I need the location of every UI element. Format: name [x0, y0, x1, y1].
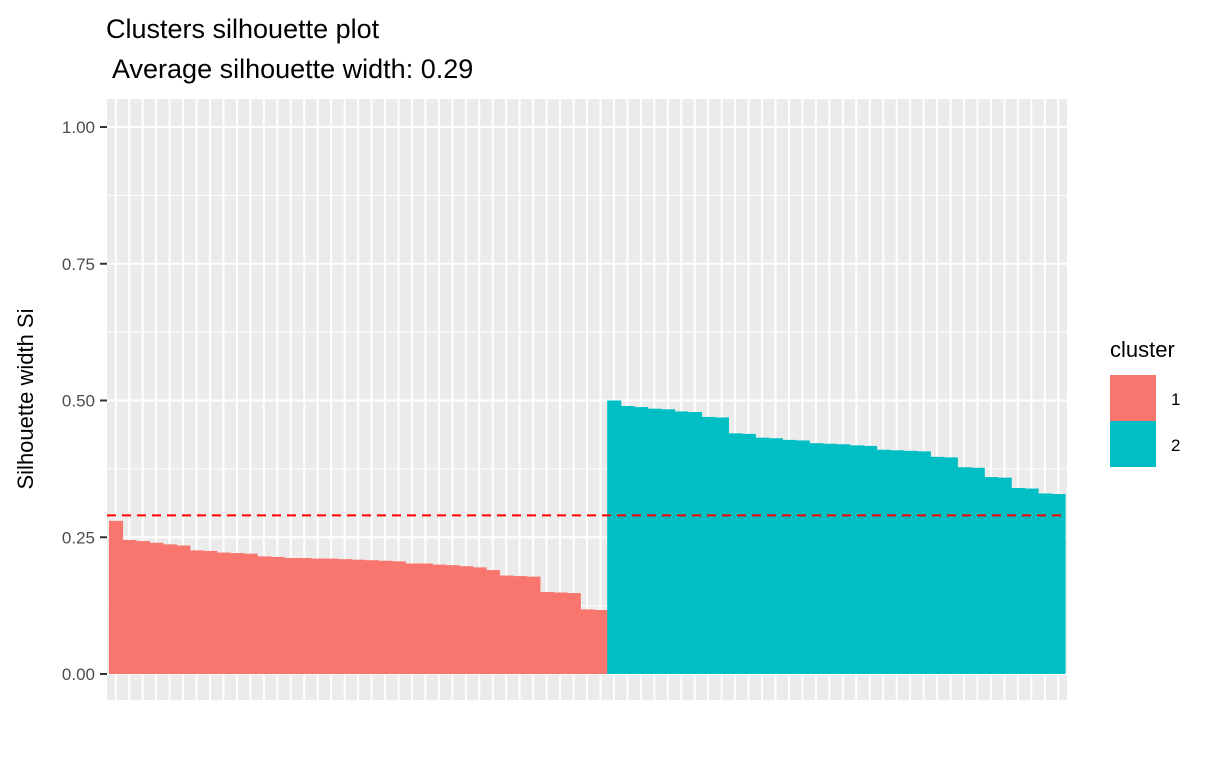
chart-title: Clusters silhouette plot [106, 14, 380, 44]
y-tick-label: 0.75 [62, 255, 95, 274]
bar-cluster-2 [661, 409, 676, 674]
bar-cluster-2 [903, 450, 918, 674]
legend-title: cluster [1110, 337, 1175, 362]
bar-cluster-1 [351, 559, 366, 674]
bar-cluster-2 [782, 439, 797, 674]
bar-cluster-1 [216, 552, 231, 674]
bar-cluster-1 [391, 561, 406, 674]
bar-cluster-2 [916, 451, 931, 674]
bar-cluster-2 [930, 456, 945, 674]
bar-cluster-1 [539, 591, 554, 674]
bar-cluster-1 [189, 550, 204, 674]
legend: cluster 1 2 [1110, 337, 1180, 467]
bar-cluster-2 [997, 477, 1012, 674]
bar-cluster-1 [149, 542, 164, 674]
bar-cluster-2 [957, 467, 972, 674]
bar-cluster-2 [728, 433, 743, 674]
bar-cluster-2 [836, 444, 851, 674]
bar-cluster-1 [459, 566, 474, 674]
bars [109, 400, 1066, 674]
bar-cluster-1 [243, 553, 258, 674]
bar-cluster-2 [863, 445, 878, 674]
bar-cluster-1 [297, 558, 312, 674]
bar-cluster-2 [741, 433, 756, 674]
bar-cluster-1 [378, 560, 393, 674]
bar-cluster-2 [889, 450, 905, 674]
bar-cluster-2 [714, 417, 729, 674]
bar-cluster-2 [984, 477, 999, 674]
bar-cluster-1 [512, 576, 528, 674]
legend-key-cluster-2 [1110, 421, 1156, 467]
bar-cluster-1 [566, 593, 581, 674]
bar-cluster-1 [176, 545, 191, 674]
bar-cluster-1 [405, 563, 420, 674]
y-tick-label: 0.00 [62, 665, 95, 684]
y-tick-label: 0.25 [62, 528, 95, 547]
y-tick-label: 1.00 [62, 118, 95, 137]
bar-cluster-1 [230, 553, 245, 674]
bar-cluster-1 [310, 558, 326, 674]
bar-cluster-2 [607, 400, 622, 674]
bar-cluster-2 [849, 445, 864, 674]
y-tick-label: 0.50 [62, 392, 95, 411]
bar-cluster-1 [418, 563, 433, 674]
bar-cluster-2 [1051, 494, 1066, 674]
bar-cluster-2 [970, 467, 985, 674]
bar-cluster-1 [526, 576, 541, 674]
bar-cluster-1 [270, 556, 285, 674]
bar-cluster-2 [795, 440, 810, 674]
bar-cluster-2 [647, 408, 662, 674]
y-axis: 0.00 0.25 0.50 0.75 1.00 [62, 118, 107, 684]
bar-cluster-2 [1024, 488, 1039, 674]
bar-cluster-1 [364, 560, 379, 674]
bar-cluster-2 [822, 443, 837, 674]
bar-cluster-1 [486, 570, 501, 674]
bar-cluster-1 [203, 550, 218, 674]
legend-label-cluster-1: 1 [1171, 390, 1180, 409]
bar-cluster-1 [324, 558, 339, 674]
bar-cluster-2 [634, 407, 649, 674]
chart-subtitle: Average silhouette width: 0.29 [106, 54, 473, 84]
legend-label-cluster-2: 2 [1171, 436, 1180, 455]
bar-cluster-2 [943, 457, 958, 674]
bar-cluster-1 [337, 559, 352, 674]
bar-cluster-2 [1011, 488, 1026, 674]
bar-cluster-2 [1038, 493, 1053, 674]
bar-cluster-1 [432, 564, 447, 674]
bar-cluster-2 [755, 437, 770, 674]
legend-key-cluster-1 [1110, 375, 1156, 421]
bar-cluster-1 [593, 610, 608, 674]
bar-cluster-1 [162, 544, 177, 674]
bar-cluster-1 [580, 609, 595, 674]
bar-cluster-2 [876, 449, 891, 674]
bar-cluster-2 [809, 443, 824, 674]
bar-cluster-2 [687, 411, 703, 674]
bar-cluster-1 [499, 575, 514, 674]
bar-cluster-1 [257, 556, 272, 674]
bar-cluster-1 [472, 567, 487, 674]
bar-cluster-1 [122, 539, 137, 674]
bar-cluster-1 [284, 558, 299, 674]
bar-cluster-2 [620, 405, 635, 674]
bar-cluster-2 [768, 438, 783, 674]
y-axis-title: Silhouette width Si [13, 309, 38, 490]
bar-cluster-2 [674, 411, 689, 674]
bar-cluster-2 [701, 416, 716, 674]
bar-cluster-1 [135, 541, 150, 674]
bar-cluster-1 [109, 520, 124, 674]
bar-cluster-1 [553, 592, 568, 674]
bar-cluster-1 [445, 565, 460, 674]
